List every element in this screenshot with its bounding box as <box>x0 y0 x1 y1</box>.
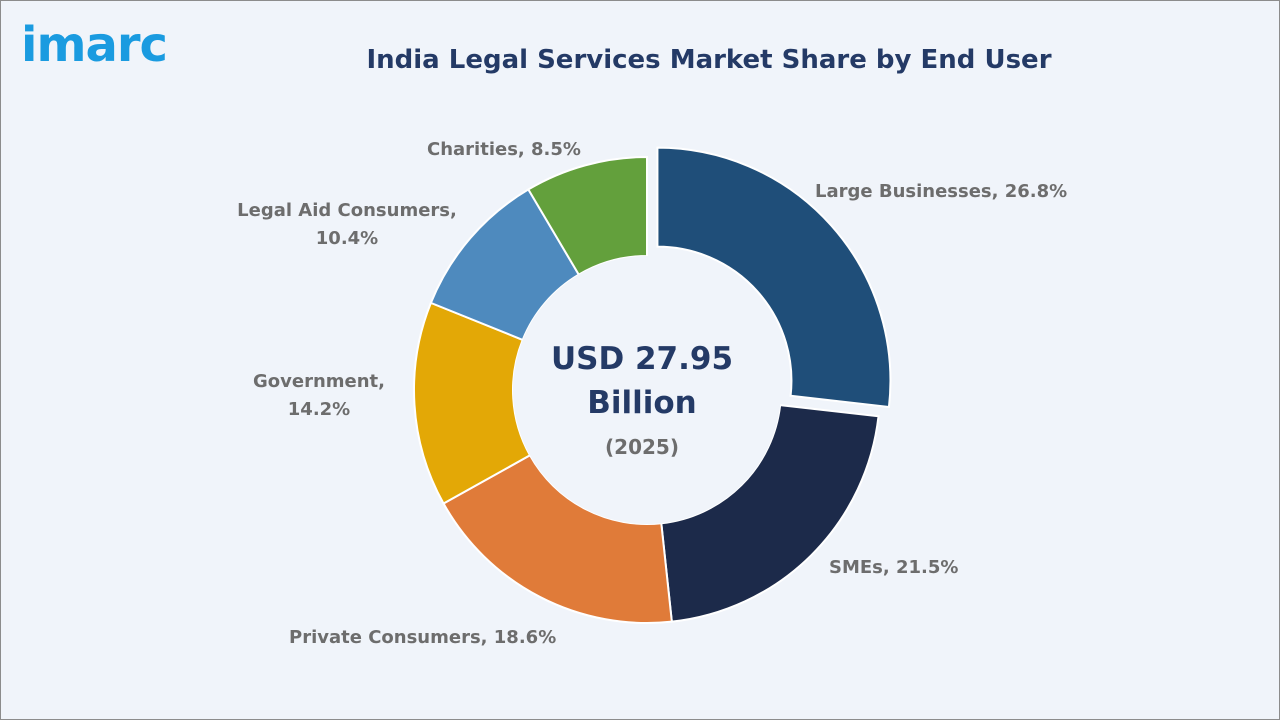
slice-label-charities: Charities, 8.5% <box>427 139 581 160</box>
slice-label-private-consumers: Private Consumers, 18.6% <box>289 627 557 648</box>
slice-label-legal-aid-consumers: Legal Aid Consumers, 10.4% <box>237 200 457 249</box>
slice-label-large-businesses: Large Businesses, 26.8% <box>815 181 1068 202</box>
slice-large-businesses <box>656 146 892 409</box>
center-total-unit: Billion <box>587 385 697 421</box>
center-total-value: USD 27.95 <box>550 341 734 377</box>
center-year: (2025) <box>605 435 679 459</box>
imarc-logo: imarc <box>21 17 168 73</box>
donut-hole <box>513 256 781 524</box>
chart-title: India Legal Services Market Share by End… <box>366 45 1052 75</box>
slice-label-government: Government, 14.2% <box>253 371 385 420</box>
slice-label-smes: SMEs, 21.5% <box>829 557 959 578</box>
